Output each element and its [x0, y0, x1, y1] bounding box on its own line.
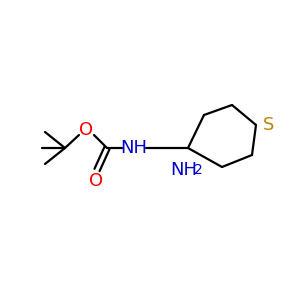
Text: NH: NH — [170, 161, 197, 179]
Text: S: S — [263, 116, 275, 134]
Text: NH: NH — [121, 139, 148, 157]
Text: 2: 2 — [194, 163, 202, 177]
Text: O: O — [79, 121, 93, 139]
Text: O: O — [89, 172, 103, 190]
